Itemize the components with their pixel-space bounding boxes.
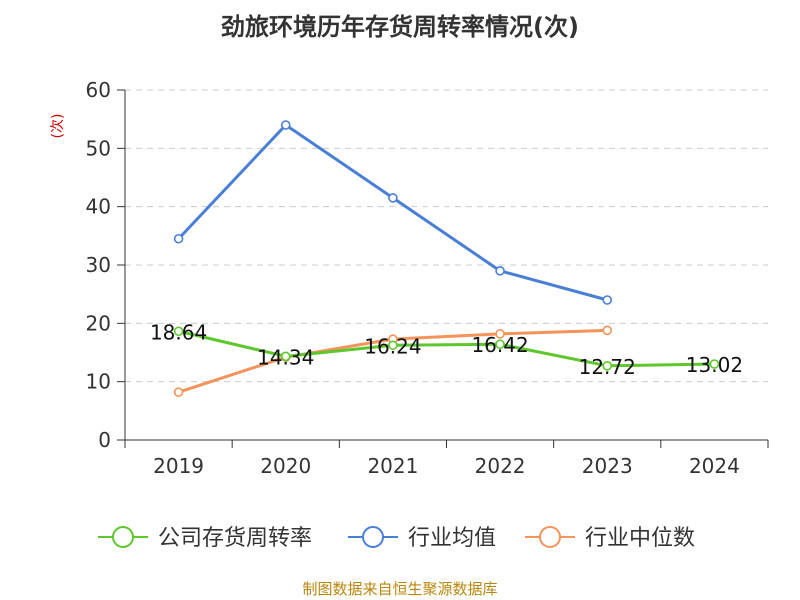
legend-marker-1	[362, 526, 384, 548]
point-1-2023	[602, 295, 613, 305]
data-label-2022: 16.42	[471, 333, 528, 357]
legend: 公司存货周转率 行业均值 行业中位数	[98, 526, 695, 551]
point-0-2022	[495, 339, 505, 350]
y-axis-label: (次)	[50, 114, 66, 139]
x-tick-label-2019: 2019	[153, 454, 204, 478]
point-0-2021	[388, 340, 398, 351]
source-note: 制图数据来自恒生聚源数据库	[302, 580, 497, 598]
data-label-2019: 18.64	[150, 320, 207, 344]
axes: 0 10 20 30 40 50 60 2019 2020 2021 2022 2023 2024	[86, 78, 769, 478]
x-tick-label-2021: 2021	[367, 454, 418, 478]
y-tick-label-10: 10	[86, 370, 111, 394]
y-tick-label-0: 0	[98, 428, 111, 452]
y-tick-label-40: 40	[86, 195, 111, 219]
y-tick-label-30: 30	[86, 253, 111, 277]
point-0-2020	[280, 351, 291, 362]
data-label-2020: 14.34	[257, 345, 314, 369]
series-line-1	[177, 123, 609, 302]
point-0-2023	[602, 360, 613, 371]
legend-marker-0	[112, 526, 134, 548]
data-label-2024: 13.02	[686, 353, 743, 377]
data-label-2021: 16.24	[364, 334, 421, 358]
y-tick-label-60: 60	[86, 78, 111, 102]
grid-lines	[125, 89, 768, 383]
point-0-2024	[709, 359, 720, 369]
point-1-2022	[495, 266, 505, 276]
legend-label-1: 行业均值	[408, 526, 496, 551]
point-1-2021	[388, 193, 398, 203]
legend-label-2: 行业中位数	[585, 526, 695, 551]
chart-title: 劲旅环境历年存货周转率情况(次)	[221, 13, 579, 41]
point-2-2022	[495, 329, 505, 339]
point-2-2023	[602, 325, 613, 336]
series-line-0	[177, 329, 716, 368]
series-lines	[173, 120, 720, 397]
x-tick-label-2024: 2024	[689, 454, 740, 478]
legend-marker-2	[539, 526, 561, 548]
legend-item-2: 行业中位数	[525, 526, 695, 551]
legend-label-0: 公司存货周转率	[158, 526, 312, 551]
point-0-2019	[173, 326, 184, 337]
x-tick-label-2020: 2020	[260, 454, 311, 478]
point-1-2019	[173, 233, 184, 244]
legend-item-0: 公司存货周转率	[98, 526, 312, 551]
x-tick-label-2022: 2022	[475, 454, 526, 478]
series-0	[173, 326, 720, 371]
y-tick-label-50: 50	[86, 136, 111, 160]
series-1	[173, 120, 613, 305]
data-labels: 18.64 14.34 16.24 16.42 12.72 13.02	[150, 320, 743, 379]
y-tick-label-20: 20	[86, 311, 111, 335]
point-2-2019	[173, 387, 184, 397]
legend-item-1: 行业均值	[348, 526, 496, 551]
point-1-2020	[280, 120, 291, 130]
data-label-2023: 12.72	[579, 355, 636, 379]
x-tick-label-2023: 2023	[582, 454, 633, 478]
